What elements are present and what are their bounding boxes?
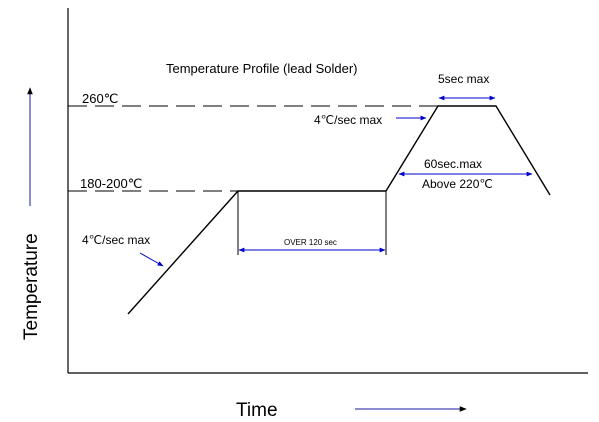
ramp-peak-label: 4℃/sec max [314,113,382,127]
diagram-title: Temperature Profile (lead Solder) [166,61,357,76]
peak-hold-label: 5sec max [438,72,489,86]
reflow-condition-label: Above 220℃ [422,177,493,191]
ramp-up-label: 4℃/sec max [82,233,150,247]
soak-temp-label: 180-200℃ [80,176,142,191]
reflow-time-label: 60sec.max [424,157,482,171]
temperature-profile-curve [127,105,551,315]
y-axis-label: Temperature [21,233,42,340]
ramp-up-pointer-arrow [139,252,164,267]
soak-time-label: OVER 120 sec [284,238,337,247]
x-axis-label: Time [236,400,278,421]
peak-temp-label: 260℃ [82,91,118,106]
